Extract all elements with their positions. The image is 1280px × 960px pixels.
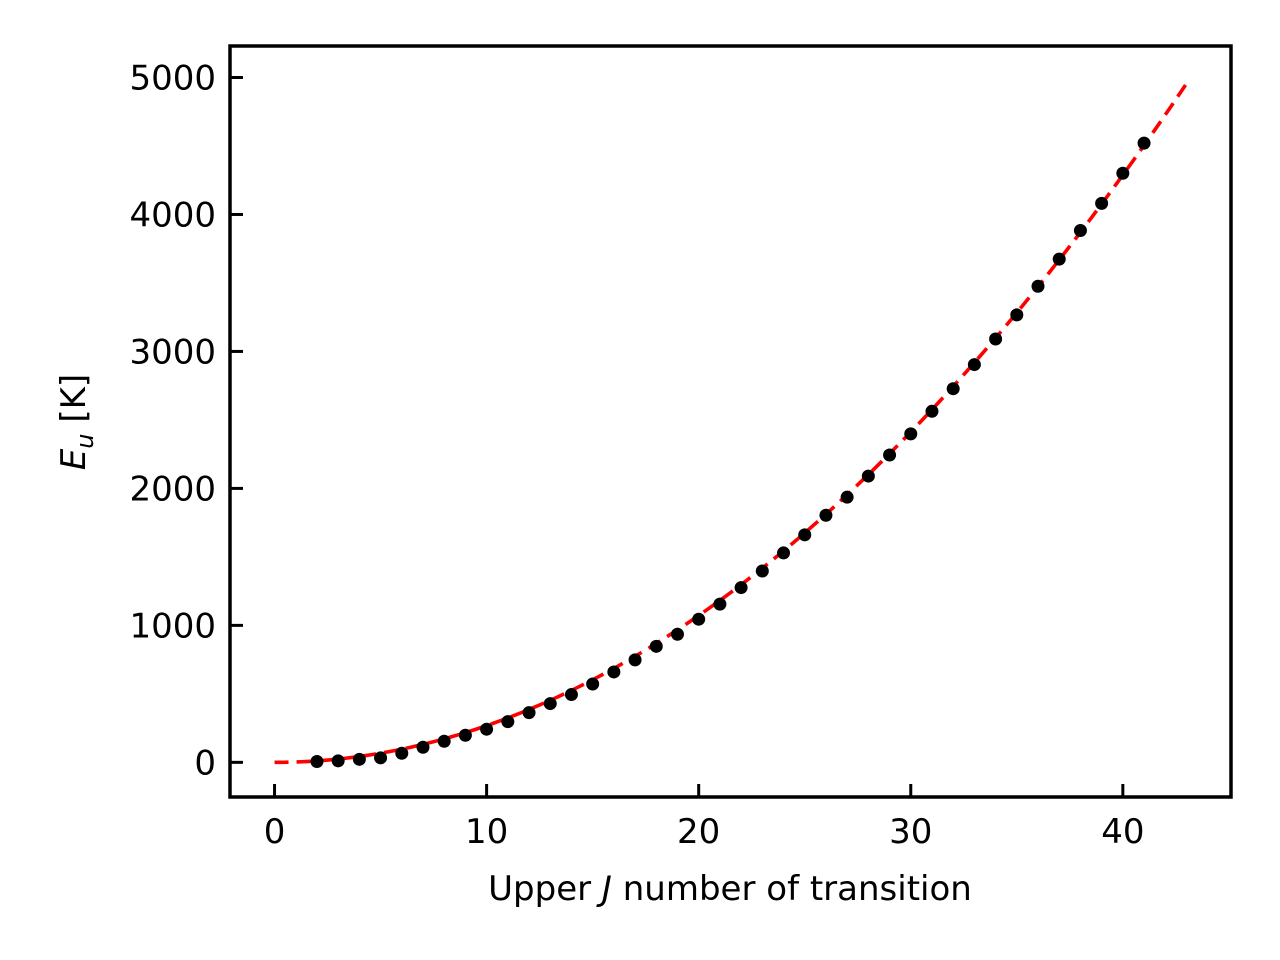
data-point — [1010, 308, 1024, 322]
plot-frame — [228, 44, 1233, 799]
data-point — [458, 728, 472, 742]
plot-area — [274, 82, 1188, 769]
axis-ticks: 0 10 20 30 40 0 1000 2000 3000 4000 5000 — [129, 59, 1144, 852]
x-tick-label: 40 — [1101, 812, 1144, 852]
data-point — [564, 688, 578, 702]
data-point — [692, 612, 706, 626]
data-point — [607, 665, 621, 679]
data-point — [331, 754, 345, 768]
x-axis-title: Upper J number of transition — [488, 869, 972, 909]
y-tick-label: 3000 — [129, 332, 216, 372]
data-point — [883, 448, 897, 462]
y-axis-title-unit: [K] — [54, 374, 94, 434]
data-point — [628, 653, 642, 667]
data-point — [946, 382, 960, 396]
data-point — [713, 597, 727, 611]
data-point — [480, 722, 494, 736]
y-tick-label: 1000 — [129, 606, 216, 646]
data-point — [501, 715, 515, 729]
y-axis-title-symbol: E — [54, 448, 94, 470]
data-point — [1052, 252, 1066, 266]
data-point — [416, 740, 430, 754]
data-point — [1137, 136, 1151, 150]
y-tick-label: 5000 — [129, 59, 216, 99]
data-point — [967, 358, 981, 372]
data-point — [904, 427, 918, 441]
x-tick-label: 20 — [677, 812, 720, 852]
data-point — [437, 734, 451, 748]
data-point — [649, 639, 663, 653]
data-point — [819, 508, 833, 522]
data-point — [310, 755, 324, 769]
data-point — [374, 751, 388, 765]
y-tick-label: 4000 — [129, 195, 216, 235]
data-point — [586, 677, 600, 691]
y-tick-label: 0 — [194, 743, 216, 783]
x-tick-label: 0 — [264, 812, 286, 852]
data-point — [840, 490, 854, 504]
data-point — [989, 332, 1003, 346]
x-axis-title-suffix: number of transition — [612, 869, 972, 909]
data-point — [1031, 279, 1045, 293]
x-tick-label: 10 — [465, 812, 508, 852]
data-point — [734, 581, 748, 595]
y-axis-title-subscript: u — [71, 433, 99, 448]
x-axis-title-prefix: Upper — [488, 869, 602, 909]
data-point — [522, 706, 536, 720]
data-point — [777, 546, 791, 560]
y-axis-title: Eu [K] — [54, 374, 99, 470]
data-point — [861, 469, 875, 483]
data-point — [798, 528, 812, 542]
data-point — [352, 752, 366, 766]
data-point — [1116, 166, 1130, 180]
data-point — [1073, 224, 1087, 237]
data-point — [755, 564, 769, 578]
data-point — [395, 746, 409, 760]
data-point — [1095, 196, 1109, 210]
data-point — [925, 404, 939, 418]
y-tick-label: 2000 — [129, 469, 216, 509]
data-point — [670, 627, 684, 641]
x-tick-label: 30 — [889, 812, 932, 852]
data-point — [543, 697, 557, 711]
